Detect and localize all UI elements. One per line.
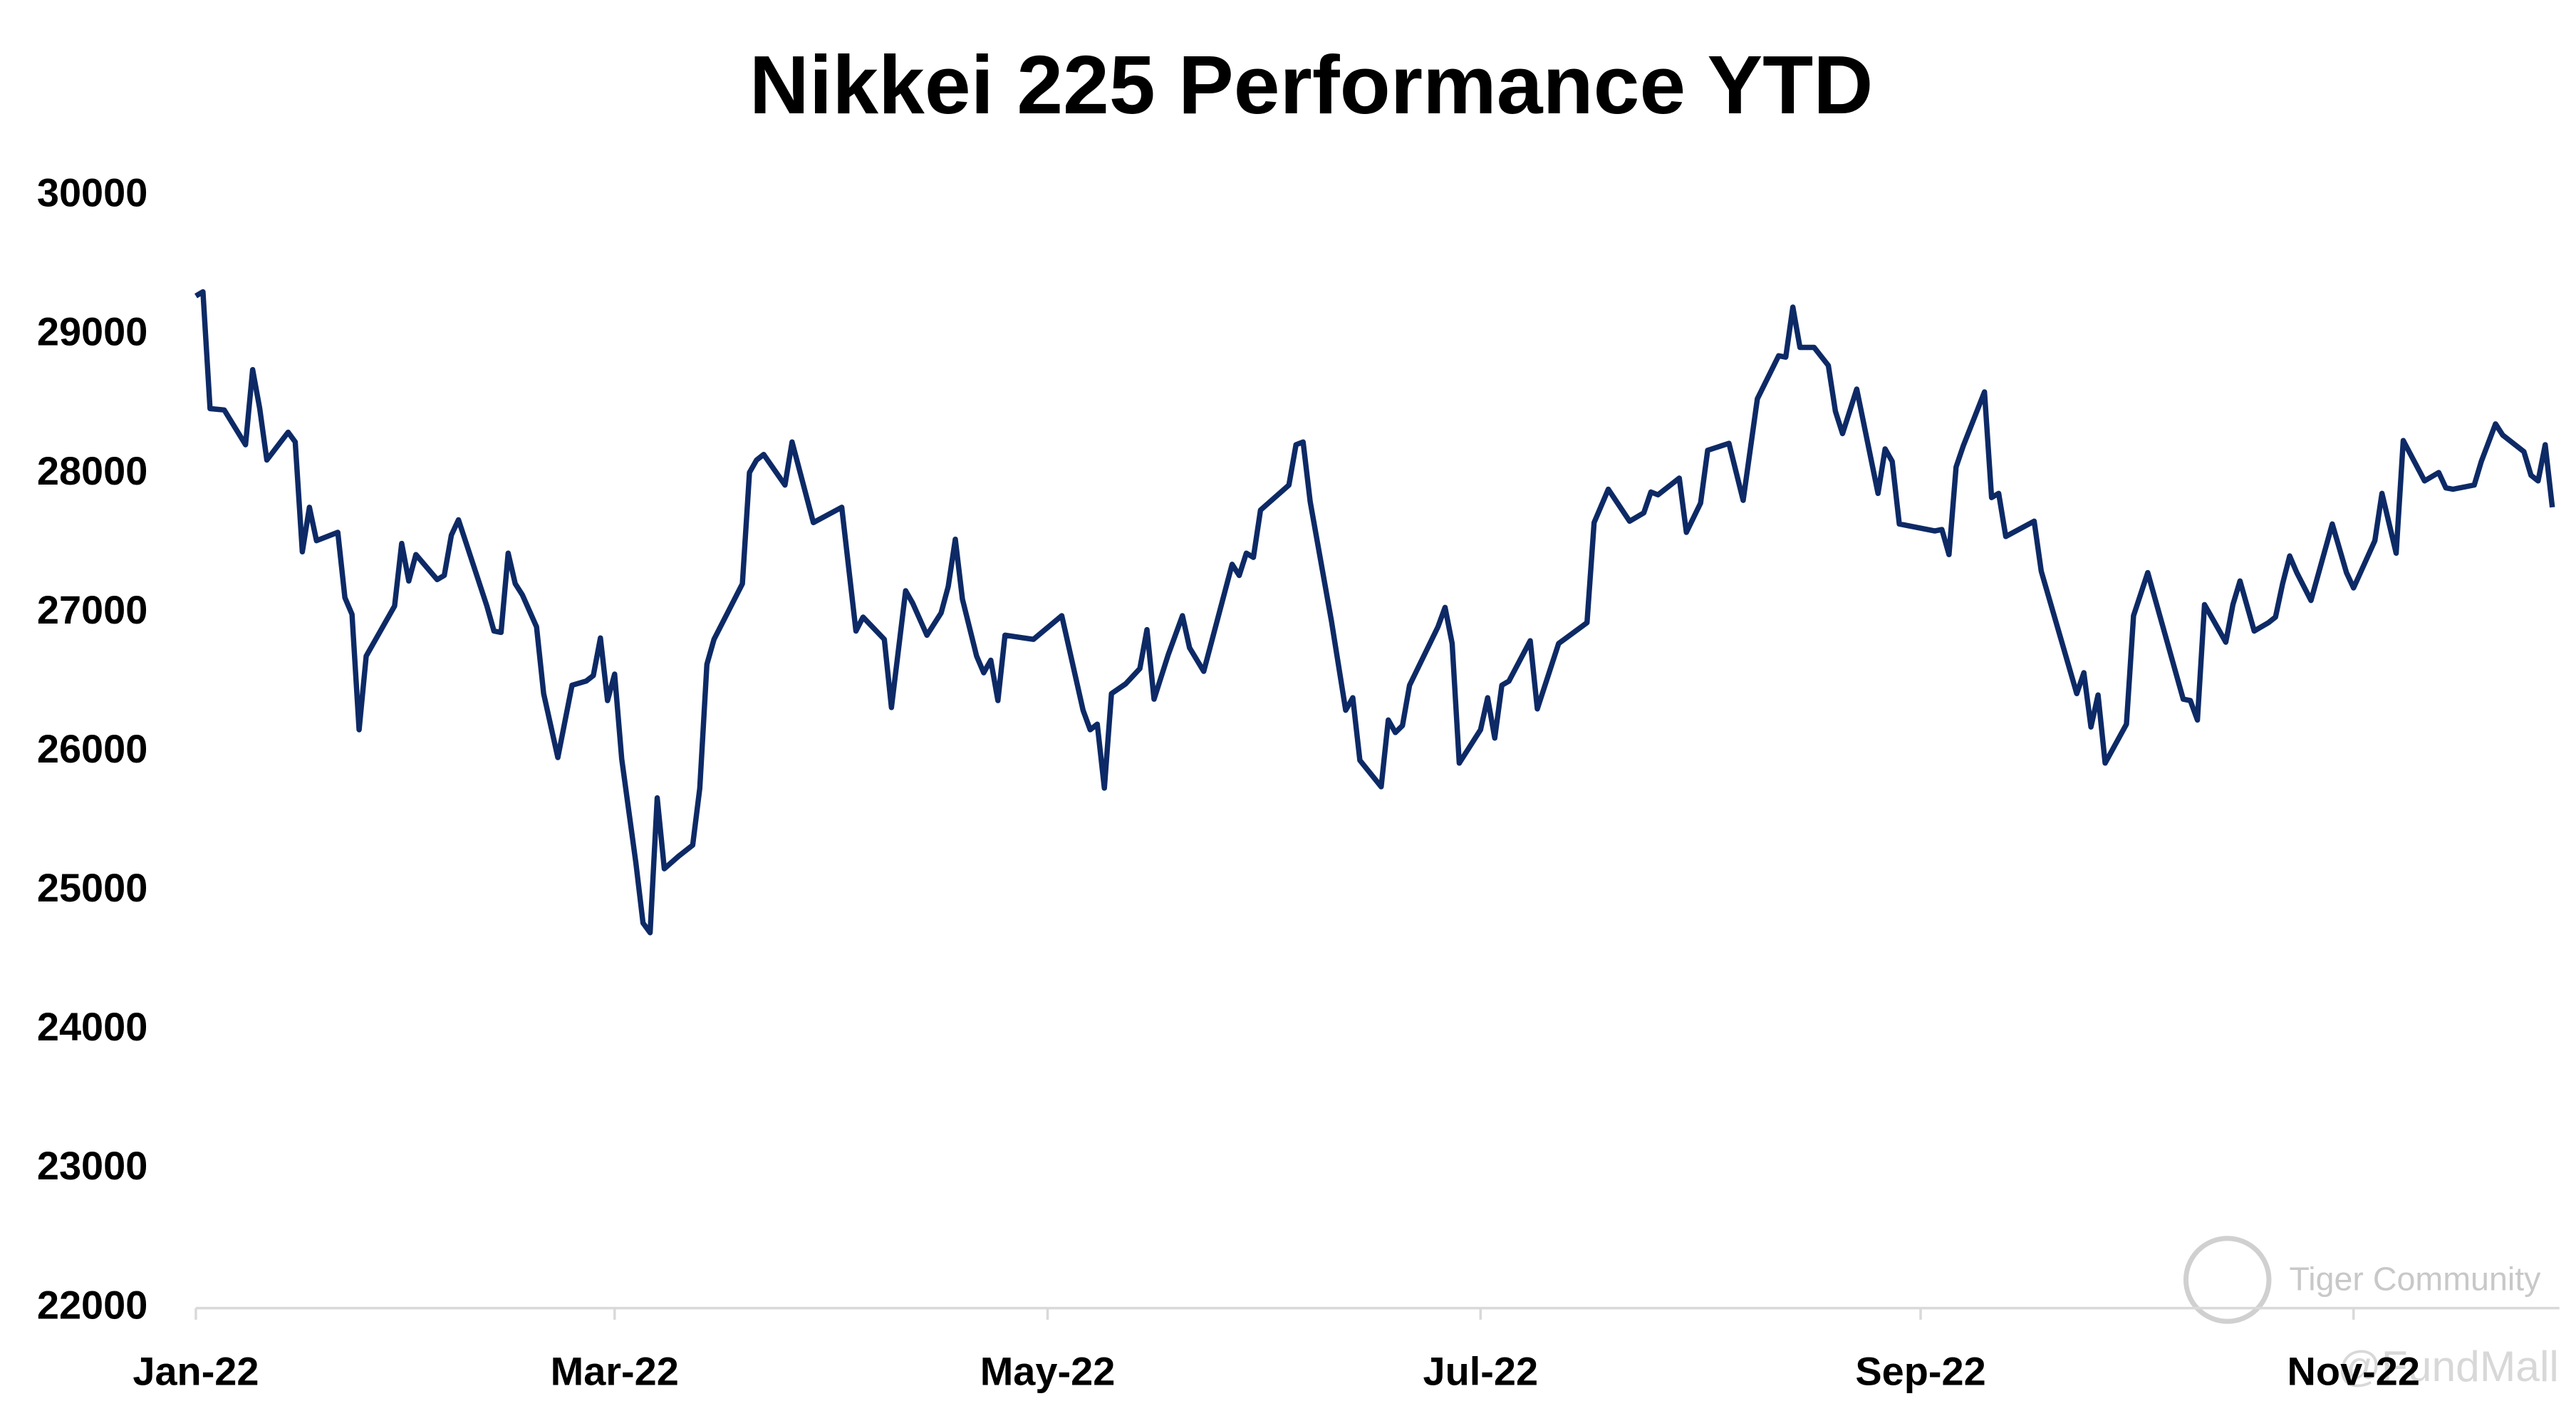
x-tick-label: Jan-22 bbox=[133, 1349, 259, 1394]
x-tick-label: May-22 bbox=[980, 1349, 1116, 1394]
x-tick-label: Jul-22 bbox=[1423, 1349, 1538, 1394]
x-tick-label: Sep-22 bbox=[1855, 1349, 1985, 1394]
y-tick-label: 27000 bbox=[37, 587, 147, 632]
x-tick-label: Nov-22 bbox=[2287, 1349, 2420, 1394]
y-tick-label: 26000 bbox=[37, 726, 147, 771]
y-tick-label: 30000 bbox=[37, 170, 147, 215]
y-tick-label: 29000 bbox=[37, 309, 147, 354]
y-tick-label: 22000 bbox=[37, 1282, 147, 1327]
chart-title: Nikkei 225 Performance YTD bbox=[749, 38, 1874, 131]
watermark: @FundMall bbox=[2337, 1342, 2559, 1390]
watermark: Tiger Community bbox=[2290, 1261, 2542, 1298]
price-line bbox=[194, 289, 2555, 936]
y-tick-label: 24000 bbox=[37, 1004, 147, 1049]
y-tick-label: 28000 bbox=[37, 448, 147, 493]
y-tick-label: 23000 bbox=[37, 1143, 147, 1188]
y-tick-label: 25000 bbox=[37, 865, 147, 910]
x-tick-label: Mar-22 bbox=[551, 1349, 679, 1394]
watermark-logo bbox=[2183, 1236, 2272, 1324]
